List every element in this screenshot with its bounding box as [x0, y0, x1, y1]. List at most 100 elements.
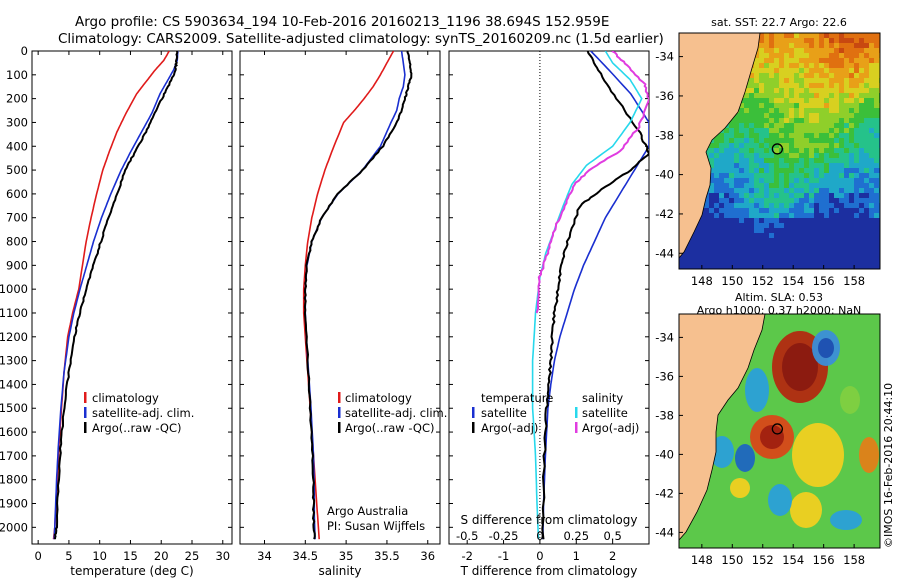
- sst-cell: [834, 98, 839, 103]
- sst-cell: [824, 238, 829, 243]
- sst-cell: [819, 258, 824, 263]
- sst-cell: [819, 88, 824, 93]
- sst-cell: [719, 208, 724, 213]
- sst-cell: [694, 253, 699, 258]
- sst-cell: [819, 163, 824, 168]
- sst-cell: [774, 103, 779, 108]
- sst-cell: [764, 168, 769, 173]
- sst-cell: [789, 88, 794, 93]
- sst-cell: [809, 93, 814, 98]
- sst-cell: [784, 203, 789, 208]
- sst-cell: [799, 133, 804, 138]
- map-x-tick-label: 152: [752, 274, 774, 288]
- sst-cell: [714, 153, 719, 158]
- sst-cell: [784, 68, 789, 73]
- sst-cell: [709, 228, 714, 233]
- series-line-climatology: [302, 51, 395, 540]
- sst-cell: [814, 203, 819, 208]
- sst-cell: [709, 223, 714, 228]
- sst-cell: [764, 138, 769, 143]
- sst-cell: [719, 173, 724, 178]
- x-tick-label: 0: [34, 549, 41, 563]
- sst-cell: [874, 263, 879, 268]
- sst-cell: [839, 163, 844, 168]
- sst-cell: [774, 133, 779, 138]
- sst-cell: [759, 198, 764, 203]
- sst-cell: [834, 143, 839, 148]
- sst-cell: [844, 168, 849, 173]
- sla-anomaly: [830, 510, 862, 530]
- sst-cell: [744, 208, 749, 213]
- sst-cell: [829, 103, 834, 108]
- sst-cell: [824, 73, 829, 78]
- sst-cell: [734, 193, 739, 198]
- sst-cell: [824, 223, 829, 228]
- sst-cell: [854, 133, 859, 138]
- sst-cell: [859, 63, 864, 68]
- sst-cell: [764, 203, 769, 208]
- map-x-tick-label: 152: [752, 553, 774, 567]
- map-x-tick-label: 154: [782, 274, 804, 288]
- sst-cell: [844, 83, 849, 88]
- sst-cell: [794, 258, 799, 263]
- sst-cell: [849, 223, 854, 228]
- sst-cell: [784, 103, 789, 108]
- sst-cell: [844, 188, 849, 193]
- sla-anomaly: [760, 425, 784, 449]
- sst-cell: [759, 263, 764, 268]
- sst-cell: [824, 213, 829, 218]
- sst-cell: [809, 108, 814, 113]
- sst-cell: [779, 218, 784, 223]
- sst-cell: [714, 148, 719, 153]
- legend-label-climatology: climatology: [345, 391, 412, 405]
- sst-cell: [839, 223, 844, 228]
- sst-cell: [844, 118, 849, 123]
- sst-cell: [739, 138, 744, 143]
- legend-swatch-s-argo: [575, 422, 578, 433]
- sst-cell: [854, 258, 859, 263]
- sst-cell: [849, 183, 854, 188]
- sst-cell: [869, 178, 874, 183]
- sst-cell: [829, 108, 834, 113]
- sst-cell: [869, 193, 874, 198]
- sst-cell: [804, 68, 809, 73]
- sst-cell: [774, 148, 779, 153]
- sst-cell: [859, 218, 864, 223]
- sst-cell: [764, 178, 769, 183]
- sst-cell: [749, 168, 754, 173]
- sst-cell: [849, 133, 854, 138]
- sst-cell: [874, 178, 879, 183]
- sst-cell: [864, 138, 869, 143]
- sst-cell: [809, 188, 814, 193]
- sst-cell: [809, 243, 814, 248]
- sst-cell: [794, 103, 799, 108]
- sst-cell: [734, 188, 739, 193]
- sst-cell: [734, 223, 739, 228]
- sst-cell: [734, 178, 739, 183]
- sst-cell: [744, 143, 749, 148]
- sst-cell: [854, 253, 859, 258]
- sst-cell: [829, 123, 834, 128]
- sst-cell: [864, 33, 869, 38]
- sst-cell: [744, 183, 749, 188]
- sst-cell: [799, 188, 804, 193]
- sst-cell: [759, 243, 764, 248]
- sst-cell: [789, 138, 794, 143]
- sst-cell: [699, 248, 704, 253]
- sst-cell: [864, 98, 869, 103]
- sst-cell: [844, 218, 849, 223]
- sst-cell: [764, 248, 769, 253]
- sst-cell: [784, 193, 789, 198]
- sst-cell: [784, 258, 789, 263]
- sst-cell: [839, 68, 844, 73]
- sst-cell: [789, 238, 794, 243]
- sst-cell: [744, 253, 749, 258]
- sst-cell: [804, 213, 809, 218]
- sst-cell: [869, 148, 874, 153]
- sst-cell: [769, 198, 774, 203]
- legend-swatch-climatology: [84, 392, 87, 403]
- sst-cell: [779, 138, 784, 143]
- sst-cell: [749, 158, 754, 163]
- sst-cell: [739, 258, 744, 263]
- sst-cell: [874, 228, 879, 233]
